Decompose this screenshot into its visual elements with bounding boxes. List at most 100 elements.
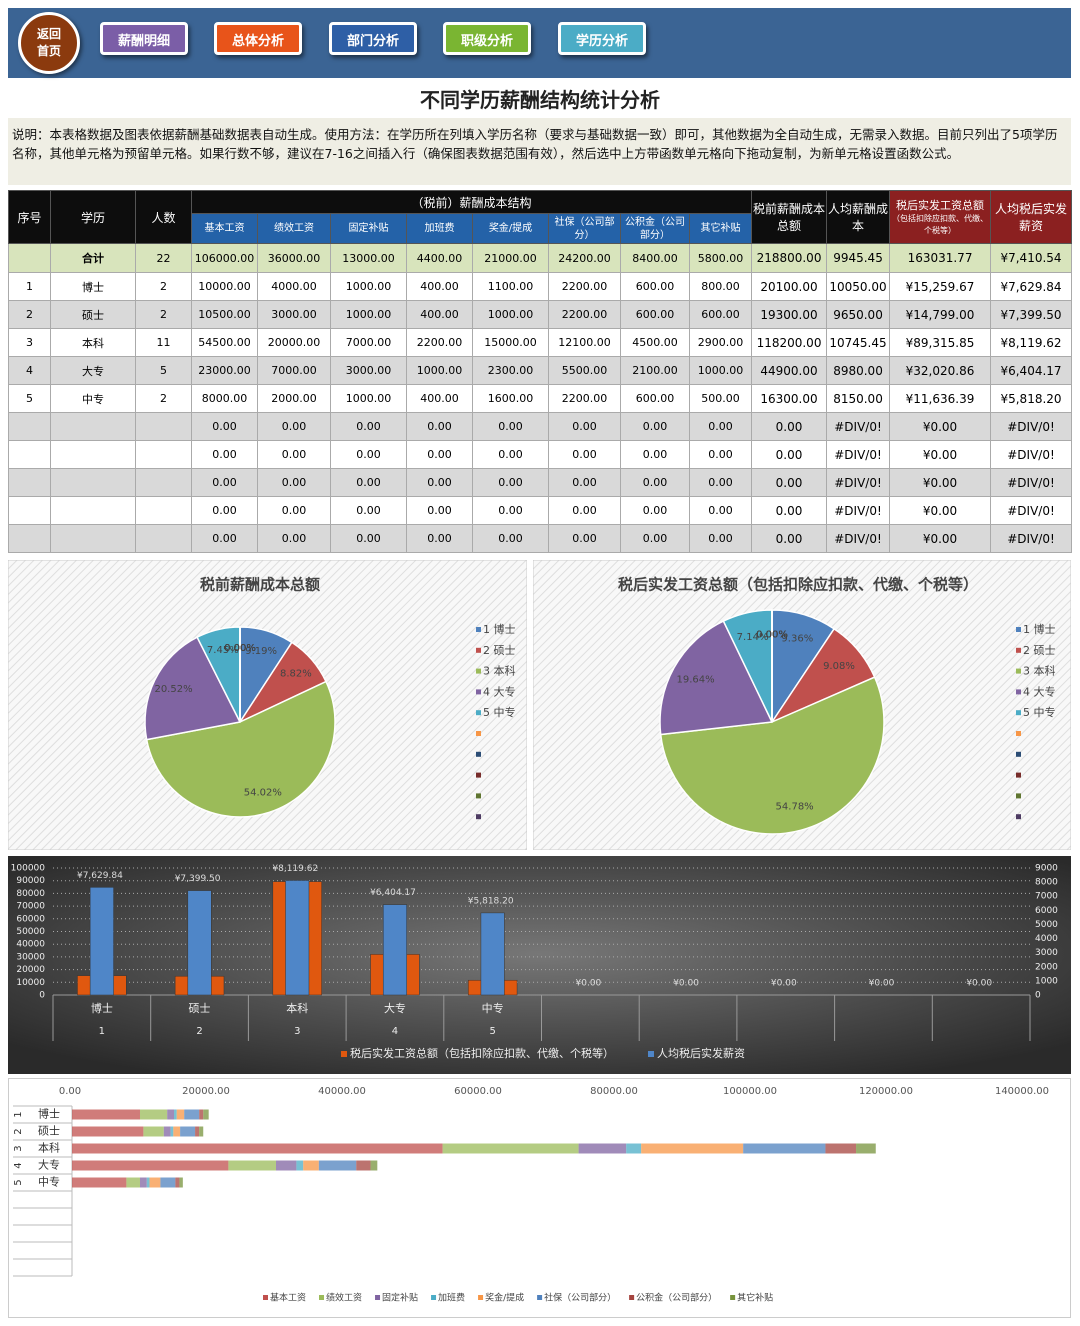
bar-segment (578, 1143, 627, 1154)
table-cell: #DIV/0! (990, 440, 1073, 469)
table-cell (135, 412, 192, 441)
table-row: 0.00 0.00 0.00 0.00 0.00 0.00 0.00 0.00 0.00 #DIV… (8, 412, 1073, 441)
bar-segment (146, 1177, 150, 1188)
data-label: 0.00% (756, 630, 788, 641)
bar-segment (72, 1126, 144, 1137)
table-cell: 0.00 (620, 440, 690, 469)
table-row: 0.00 0.00 0.00 0.00 0.00 0.00 0.00 0.00 0.00 #DIV… (8, 468, 1073, 497)
table-cell: 5800.00 (688, 243, 753, 273)
table-cell (50, 440, 136, 469)
y-tick-label: 100000 (11, 864, 46, 874)
legend-label: 1 博士 (483, 623, 516, 636)
y-tick-label: 80000 (16, 889, 45, 899)
table-cell: 2100.00 (620, 356, 690, 385)
header-note: （包括扣除应扣款、代缴、个税等） (892, 214, 989, 235)
table-cell: 1000.00 (406, 356, 473, 385)
legend-marker (1016, 710, 1021, 716)
table-cell: ¥0.00 (889, 468, 992, 497)
table-row: 4 大专 5 23000.00 7000.00 3000.00 1000.00 2300.00… (8, 356, 1073, 385)
legend-marker (476, 647, 481, 653)
nav-button[interactable]: 部门分析 (329, 22, 417, 55)
table-row: 2 硕士 2 10500.00 3000.00 1000.00 400.00 1000.00 2… (8, 300, 1073, 329)
x-tick-label: 本科 (286, 1001, 308, 1015)
header-text: 人均薪酬成本 (828, 202, 889, 233)
table-cell: 3000.00 (257, 300, 331, 329)
pie-slice (659, 676, 885, 835)
legend-label: 其它补贴 (737, 1292, 773, 1304)
table-cell: 21000.00 (472, 243, 549, 273)
y2-tick-label: 9000 (1035, 864, 1058, 874)
data-label: ¥7,399.50 (175, 874, 221, 884)
legend-label: 5 中专 (1023, 705, 1056, 719)
table-cell: 5 (8, 384, 51, 413)
bar-segment (303, 1160, 319, 1171)
header-cell: 奖金/提成 (472, 213, 549, 244)
data-label: 0.00% (756, 630, 788, 641)
table-cell: ¥89,315.85 (889, 328, 992, 357)
legend-marker (1016, 627, 1021, 632)
table-cell: 10500.00 (191, 300, 258, 329)
legend-label: 公积金（公司部分） (636, 1292, 717, 1304)
nav-button[interactable]: 学历分析 (558, 22, 646, 55)
table-cell: ¥7,399.50 (990, 300, 1073, 329)
table-cell (8, 468, 51, 497)
legend-marker (431, 1295, 437, 1300)
table-cell: 0.00 (330, 412, 407, 441)
y-tick-code: 3 (13, 1145, 24, 1151)
legend-marker (476, 710, 481, 716)
header-cell: 人均税后实发薪资 (990, 190, 1073, 244)
legend-marker (478, 1295, 484, 1300)
legend-label: 2 硕士 (483, 644, 516, 657)
table-cell: 7000.00 (257, 356, 331, 385)
y-tick-label: 20000 (16, 965, 45, 975)
table-cell: 9650.00 (826, 300, 891, 329)
home-button[interactable]: 返回 首页 (18, 12, 80, 74)
header-text: 税后实发工资总额 (896, 199, 985, 212)
header-cell: 其它补贴 (688, 213, 753, 244)
table-cell: 2 (135, 300, 192, 329)
legend-marker (648, 1051, 654, 1057)
table-cell: 1000.00 (330, 384, 407, 413)
legend-marker (476, 772, 481, 778)
table-cell: 0.00 (257, 496, 331, 525)
nav-button[interactable]: 职级分析 (443, 22, 531, 55)
table-cell: 0.00 (620, 468, 690, 497)
table-cell: 0.00 (472, 496, 549, 525)
bar-segment (356, 1160, 371, 1171)
legend-marker (1016, 751, 1021, 757)
table-cell: 218800.00 (751, 243, 828, 273)
table-cell: 2 (135, 272, 192, 301)
x-tick-label: 40000.00 (318, 1086, 366, 1097)
table-cell: 0.00 (330, 524, 407, 553)
table-cell (135, 496, 192, 525)
nav-button[interactable]: 薪酬明细 (100, 22, 188, 55)
table-cell: 8150.00 (826, 384, 891, 413)
table-cell: 中专 (50, 384, 136, 413)
table-cell: 8400.00 (620, 243, 690, 273)
table-cell: 10050.00 (826, 272, 891, 301)
bar (480, 912, 505, 996)
table-cell: 10000.00 (191, 272, 258, 301)
table-cell (8, 412, 51, 441)
bar-segment (318, 1160, 357, 1171)
table-cell: #DIV/0! (826, 496, 891, 525)
legend-marker (476, 731, 481, 736)
x-tick-code: 2 (196, 1026, 202, 1037)
table-cell: 0.00 (191, 468, 258, 497)
data-label: ¥7,629.84 (77, 871, 123, 881)
y-tick-label: 60000 (16, 914, 45, 924)
table-cell: 0.00 (688, 440, 753, 469)
table-cell: 36000.00 (257, 243, 331, 273)
y-tick-label: 大专 (38, 1158, 60, 1172)
nav-button[interactable]: 总体分析 (214, 22, 302, 55)
table-cell: 0.00 (548, 524, 621, 553)
legend-marker (1016, 647, 1021, 653)
data-label: 20.52% (154, 684, 192, 695)
legend-marker (1016, 793, 1021, 799)
table-row: 0.00 0.00 0.00 0.00 0.00 0.00 0.00 0.00 0.00 #DIV… (8, 496, 1073, 525)
bar-segment (856, 1143, 876, 1154)
table-cell: 44900.00 (751, 356, 828, 385)
table-cell: ¥6,404.17 (990, 356, 1073, 385)
bar-segment (180, 1126, 196, 1137)
header-cell: 税后实发工资总额 （包括扣除应扣款、代缴、个税等） (889, 190, 992, 244)
